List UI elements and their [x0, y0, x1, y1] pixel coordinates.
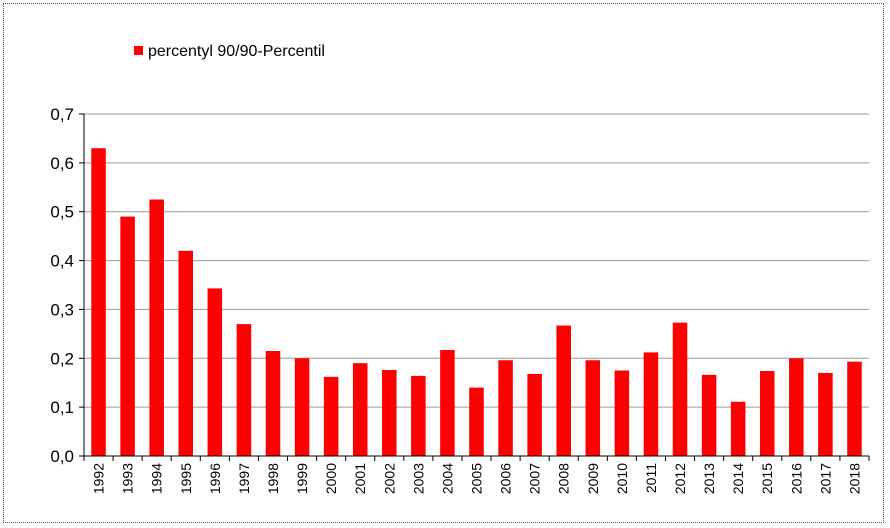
- bar-2006: [498, 360, 513, 456]
- bar-2012: [672, 322, 688, 456]
- x-tick-label: 2016: [788, 463, 804, 494]
- x-tick-label: 2012: [672, 463, 688, 494]
- bar-2010: [614, 370, 630, 456]
- bar-2011: [643, 352, 659, 456]
- bar-2008: [556, 325, 571, 456]
- bar-1993: [120, 216, 135, 456]
- bar-2001: [352, 363, 368, 456]
- bar-1997: [236, 324, 252, 456]
- x-tick-label: 1997: [236, 463, 252, 494]
- x-tick-label: 2014: [730, 463, 746, 494]
- chart-frame: [3, 3, 884, 523]
- y-tick-label: 0,0: [50, 447, 74, 466]
- x-tick-label: 1998: [265, 463, 281, 494]
- y-tick-label: 0,7: [50, 105, 74, 124]
- bar-2000: [323, 376, 339, 456]
- y-tick-label: 0,4: [50, 252, 74, 271]
- x-tick-label: 2002: [381, 463, 397, 494]
- y-tick-label: 0,3: [50, 300, 74, 319]
- bar-2005: [469, 387, 484, 456]
- x-tick-label: 2013: [701, 463, 717, 494]
- x-tick-label: 2001: [352, 463, 368, 494]
- bar-2004: [440, 349, 455, 456]
- bar-1995: [178, 250, 194, 456]
- bar-1996: [207, 288, 223, 456]
- x-tick-label: 1995: [178, 463, 194, 494]
- x-axis: 1992 1993 1994 1995 1996 1997 1998 1999 2000 2001…: [83, 455, 870, 494]
- x-tick-label: 1993: [120, 463, 136, 494]
- x-tick-label: 2007: [527, 463, 543, 494]
- x-tick-label: 2000: [323, 463, 339, 494]
- legend: percentyl 90/90-Percentil: [134, 43, 325, 60]
- bar-1992: [91, 148, 106, 456]
- x-tick-label: 2006: [498, 463, 514, 494]
- x-tick-label: 2005: [469, 463, 485, 494]
- bar-2017: [818, 372, 833, 456]
- legend-swatch: [134, 46, 143, 55]
- x-tick-label: 2018: [846, 463, 862, 494]
- legend-label: percentyl 90/90-Percentil: [148, 43, 325, 60]
- x-tick-label: 1994: [149, 463, 165, 494]
- bar-2003: [411, 375, 426, 456]
- x-tick-label: 2003: [410, 463, 426, 494]
- bar-2009: [585, 360, 601, 456]
- x-tick-label: 2011: [643, 463, 659, 493]
- bars: [91, 148, 862, 456]
- bar-2014: [730, 401, 746, 456]
- bar-1998: [265, 350, 281, 456]
- x-tick-label: 2015: [759, 463, 775, 494]
- x-tick-label: 2017: [817, 463, 833, 494]
- bar-1994: [149, 199, 164, 456]
- bar-2013: [701, 374, 717, 456]
- x-tick-label: 1992: [91, 463, 107, 494]
- y-tick-label: 0,1: [50, 398, 74, 417]
- bar-2007: [527, 373, 542, 456]
- y-tick-label: 0,6: [50, 154, 74, 173]
- x-tick-label: 1999: [294, 463, 310, 494]
- x-tick-label: 2008: [556, 463, 572, 494]
- bar-2015: [759, 370, 775, 456]
- x-tick-label: 2004: [439, 463, 455, 494]
- bar-1999: [294, 358, 310, 456]
- x-tick-label: 2009: [585, 463, 601, 494]
- bar-2002: [382, 370, 397, 456]
- gridlines: [84, 113, 869, 408]
- bar-2016: [789, 358, 804, 456]
- y-axis: 0,0 0,1 0,2 0,3 0,4 0,5 0,6 0,7: [50, 105, 85, 466]
- y-tick-label: 0,2: [50, 349, 74, 368]
- x-tick-label: 2010: [614, 463, 630, 494]
- y-tick-label: 0,5: [50, 203, 74, 222]
- x-tick-label: 1996: [207, 463, 223, 494]
- bar-2018: [847, 361, 862, 456]
